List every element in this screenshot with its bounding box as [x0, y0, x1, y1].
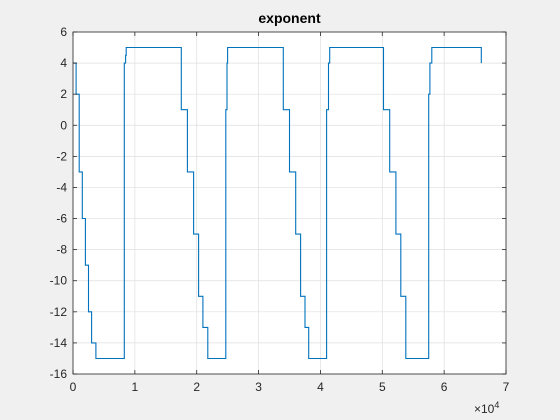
x-tick-label: 5 — [379, 380, 386, 394]
x-axis-multiplier-base: ×10 — [474, 402, 495, 416]
ticks: 0 1 2 3 4 5 6 7 -16 -14 -12 -10 -8 -6 -4 -2 0 2 4 6 — [50, 25, 510, 394]
x-tick-label: 0 — [70, 380, 77, 394]
y-tick-label: 2 — [60, 87, 67, 101]
x-tick-label: 4 — [317, 380, 324, 394]
y-tick-label: 4 — [60, 56, 67, 70]
x-axis-multiplier-exponent: 4 — [494, 400, 499, 410]
plot-area — [73, 32, 506, 374]
x-tick-label: 2 — [193, 380, 200, 394]
x-tick-label: 6 — [441, 380, 448, 394]
series-line — [73, 46, 482, 360]
y-tick-label: 6 — [60, 25, 67, 39]
y-tick-label: -6 — [56, 212, 67, 226]
y-tick-label: -14 — [50, 336, 68, 350]
y-tick-label: -4 — [56, 180, 67, 194]
axes-frame — [72, 31, 507, 375]
x-tick-label: 1 — [132, 380, 139, 394]
chart-title: exponent — [258, 10, 321, 26]
y-tick-label: 0 — [60, 118, 67, 132]
y-tick-label: -8 — [56, 243, 67, 257]
x-tick-label: 7 — [503, 380, 510, 394]
y-tick-label: -10 — [50, 274, 68, 288]
y-tick-label: -2 — [56, 149, 67, 163]
plot — [73, 46, 482, 360]
x-axis-multiplier: ×104 — [474, 400, 499, 416]
x-tick-label: 3 — [255, 380, 262, 394]
y-tick-label: -16 — [50, 367, 68, 381]
y-tick-label: -12 — [50, 305, 68, 319]
